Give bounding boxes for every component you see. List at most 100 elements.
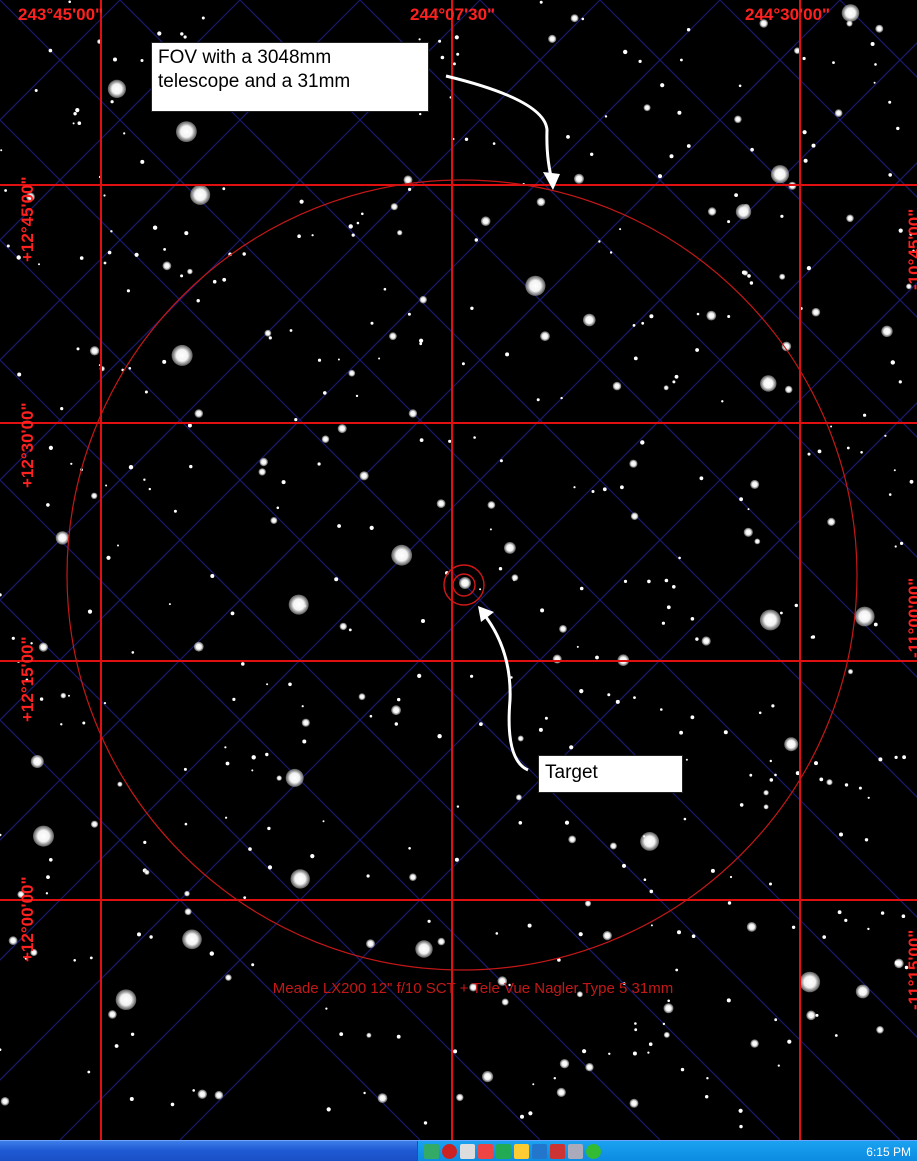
star [581, 17, 585, 21]
star [363, 1091, 366, 1095]
star [574, 173, 584, 184]
star [87, 609, 93, 614]
star [408, 847, 411, 850]
security-icon[interactable] [514, 1144, 529, 1159]
star [17, 372, 22, 377]
grid-diagonal [0, 719, 421, 1140]
star [638, 59, 642, 64]
star [193, 641, 204, 652]
star [225, 974, 232, 981]
star [407, 312, 411, 316]
target-star[interactable] [459, 577, 471, 589]
power-icon[interactable] [586, 1144, 601, 1159]
star [183, 35, 187, 39]
antivirus-icon[interactable] [442, 1144, 457, 1159]
star [270, 517, 278, 524]
star [419, 342, 423, 346]
grid-diagonal [0, 239, 901, 1140]
taskbar[interactable]: 6:15 PM [0, 1140, 917, 1161]
grid-diagonal [239, 0, 917, 678]
star [590, 152, 594, 156]
star [556, 1087, 566, 1097]
star [701, 636, 711, 646]
volume-icon[interactable] [460, 1144, 475, 1159]
star [337, 358, 340, 361]
star [888, 493, 892, 496]
star [448, 439, 452, 443]
star [870, 42, 875, 46]
star [348, 224, 353, 229]
star [288, 594, 309, 615]
star [729, 875, 733, 879]
star [214, 1090, 224, 1100]
star [570, 14, 579, 23]
star [754, 538, 761, 545]
star [629, 1098, 639, 1108]
star [508, 983, 511, 987]
star [391, 705, 401, 716]
star [747, 274, 751, 278]
star [366, 939, 375, 949]
star [582, 1049, 587, 1054]
star [633, 696, 636, 699]
star [317, 462, 321, 466]
star [817, 449, 822, 454]
star [289, 329, 293, 332]
star [415, 940, 433, 958]
star [815, 1013, 819, 1017]
star [60, 692, 67, 699]
star [123, 132, 126, 135]
grid-diagonal [479, 0, 917, 438]
star [73, 959, 76, 962]
star [873, 81, 876, 84]
star [890, 360, 895, 365]
star [0, 1097, 10, 1106]
star [602, 931, 612, 941]
update-icon[interactable] [532, 1144, 547, 1159]
star [267, 865, 273, 870]
star [378, 357, 381, 360]
star [827, 517, 836, 527]
display-icon[interactable] [568, 1144, 583, 1159]
star [675, 968, 679, 972]
star [863, 413, 867, 417]
star [750, 479, 760, 489]
star [423, 1121, 428, 1125]
star [107, 250, 112, 255]
star [437, 734, 442, 739]
grid-diagonal [0, 599, 541, 1140]
messenger-icon[interactable] [496, 1144, 511, 1159]
star [686, 28, 691, 32]
star [608, 1052, 611, 1056]
star [906, 283, 912, 290]
printer-icon[interactable] [478, 1144, 493, 1159]
clock[interactable]: 6:15 PM [866, 1144, 911, 1159]
star [242, 252, 246, 256]
star [663, 385, 669, 391]
star [855, 984, 870, 999]
network-icon[interactable] [424, 1144, 439, 1159]
star [795, 771, 800, 776]
dec-label-right-1: -10°45'00" [905, 209, 917, 290]
grid-diagonal [0, 479, 661, 1140]
star [194, 409, 204, 418]
star [777, 1064, 780, 1067]
star [634, 1022, 637, 1025]
star [743, 527, 753, 537]
grid-diagonal [179, 402, 917, 1140]
star [888, 173, 892, 177]
star [680, 58, 683, 62]
star [774, 1018, 778, 1022]
system-tray[interactable]: 6:15 PM [417, 1141, 917, 1161]
star [267, 826, 271, 831]
star [847, 669, 854, 675]
star [180, 274, 184, 278]
star [452, 62, 456, 66]
battery-icon[interactable] [550, 1144, 565, 1159]
star [110, 100, 114, 104]
star [419, 438, 424, 442]
ra-label-2: 244°07'30" [410, 5, 495, 24]
star [540, 331, 550, 342]
